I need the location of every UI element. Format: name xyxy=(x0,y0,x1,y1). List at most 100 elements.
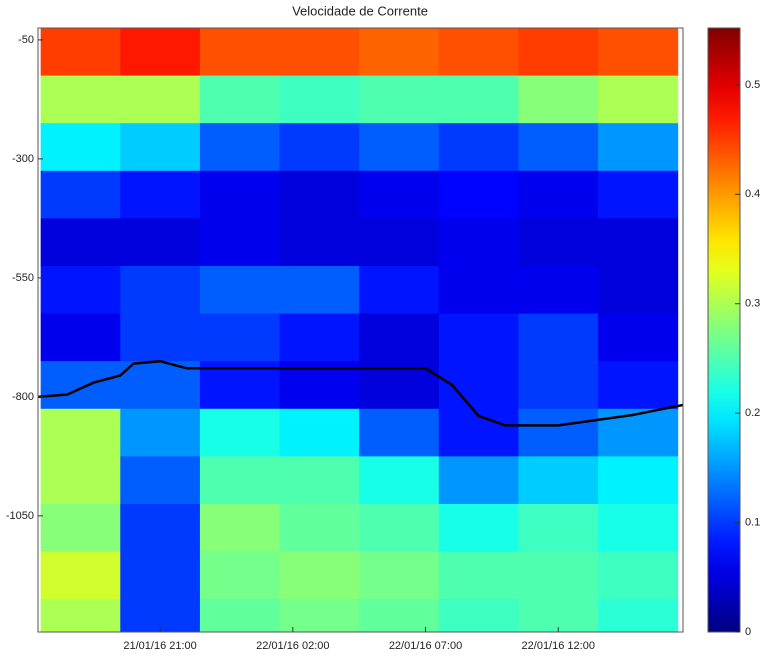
heatmap-cell xyxy=(120,551,201,600)
heatmap-cell xyxy=(438,170,519,219)
heatmap-cell xyxy=(120,123,201,172)
heatmap-cell xyxy=(120,218,201,267)
heatmap-cell xyxy=(279,265,360,315)
heatmap-cell xyxy=(120,170,201,219)
heatmap-cell xyxy=(359,456,440,505)
heatmap-cell xyxy=(199,170,281,219)
heatmap-cell xyxy=(598,503,679,553)
heatmap-cell xyxy=(40,408,121,457)
heatmap-cell xyxy=(359,28,440,77)
heatmap-cell xyxy=(279,170,360,219)
colorbar-tick-label: 0.4 xyxy=(745,188,760,200)
heatmap-cell xyxy=(518,408,599,457)
heatmap-cell xyxy=(598,599,679,632)
plot-frame xyxy=(37,27,684,633)
colorbar xyxy=(707,27,741,633)
heatmap-cell xyxy=(518,599,599,632)
heatmap-cell xyxy=(598,456,679,505)
heatmap-cell xyxy=(518,75,599,124)
heatmap-cell xyxy=(199,599,281,632)
heatmap-cell xyxy=(359,313,440,362)
heatmap-cell xyxy=(120,75,201,124)
bottom-line xyxy=(38,359,683,427)
heatmap-cell xyxy=(598,170,679,219)
heatmap-cell xyxy=(598,28,679,77)
heatmap-cell xyxy=(279,123,360,172)
heatmap-cell xyxy=(359,408,440,457)
heatmap-cell xyxy=(359,218,440,267)
heatmap-cell xyxy=(40,456,121,505)
heatmap-cell xyxy=(120,503,201,553)
heatmap-cell xyxy=(279,408,360,457)
heatmap-cell xyxy=(598,123,679,172)
x-tick-label: 22/01/16 07:00 xyxy=(389,640,462,652)
y-tick-label: -300 xyxy=(12,153,34,165)
heatmap-cell xyxy=(199,408,281,457)
heatmap-cell xyxy=(438,503,519,553)
heatmap-cell xyxy=(279,313,360,362)
heatmap-cell xyxy=(199,313,281,362)
heatmap-cell xyxy=(199,123,281,172)
heatmap-cell xyxy=(518,123,599,172)
heatmap-cell xyxy=(438,75,519,124)
heatmap-cell xyxy=(518,503,599,553)
heatmap-cell xyxy=(279,599,360,632)
heatmap-cell xyxy=(40,503,121,553)
x-tick-label: 22/01/16 02:00 xyxy=(256,640,329,652)
heatmap-cell xyxy=(199,551,281,600)
heatmap-cell xyxy=(518,265,599,315)
heatmap-cell xyxy=(120,456,201,505)
heatmap-cell xyxy=(279,503,360,553)
heatmap-cell xyxy=(40,599,121,632)
heatmap-cell xyxy=(438,456,519,505)
y-tick-label: -800 xyxy=(12,391,34,403)
heatmap-cell xyxy=(199,503,281,553)
heatmap-cell xyxy=(120,599,201,632)
heatmap-cell xyxy=(40,123,121,172)
heatmap-cell xyxy=(359,265,440,315)
heatmap-cell xyxy=(518,551,599,600)
heatmap-cell xyxy=(518,361,599,410)
heatmap-cell xyxy=(359,503,440,553)
heatmap-cell xyxy=(40,218,121,267)
heatmap-cell xyxy=(438,551,519,600)
colorbar-tick-label: 0.5 xyxy=(745,79,760,91)
y-tick-label: -550 xyxy=(12,272,34,284)
heatmap-cell xyxy=(199,28,281,77)
heatmap-cell xyxy=(120,313,201,362)
heatmap xyxy=(38,28,683,632)
colorbar-tick-label: 0.2 xyxy=(745,407,760,419)
heatmap-cell xyxy=(598,75,679,124)
heatmap-cell xyxy=(598,218,679,267)
heatmap-cell xyxy=(199,75,281,124)
heatmap-cell xyxy=(518,218,599,267)
heatmap-cell xyxy=(279,456,360,505)
heatmap-cell xyxy=(438,265,519,315)
heatmap-cell xyxy=(359,170,440,219)
heatmap-cell xyxy=(199,265,281,315)
colorbar-tick-label: 0 xyxy=(745,626,751,638)
heatmap-cell xyxy=(518,170,599,219)
heatmap-cell xyxy=(598,361,679,410)
y-tick-label: -50 xyxy=(18,34,34,46)
heatmap-cell xyxy=(120,28,201,77)
y-tick-label: -1050 xyxy=(6,510,34,522)
colorbar-tick-label: 0.3 xyxy=(745,298,760,310)
heatmap-cell xyxy=(40,551,121,600)
heatmap-cell xyxy=(40,265,121,315)
heatmap-cell xyxy=(40,170,121,219)
heatmap-cell xyxy=(518,28,599,77)
heatmap-cell xyxy=(598,408,679,457)
heatmap-cell xyxy=(438,123,519,172)
heatmap-cell xyxy=(359,75,440,124)
x-tick-label: 21/01/16 21:00 xyxy=(123,640,196,652)
heatmap-cell xyxy=(438,28,519,77)
heatmap-cell xyxy=(598,551,679,600)
heatmap-cell xyxy=(120,408,201,457)
heatmap-cell xyxy=(40,75,121,124)
heatmap-cell xyxy=(518,456,599,505)
heatmap-cell xyxy=(40,313,121,362)
heatmap-cell xyxy=(279,218,360,267)
x-tick-label: 22/01/16 12:00 xyxy=(522,640,595,652)
